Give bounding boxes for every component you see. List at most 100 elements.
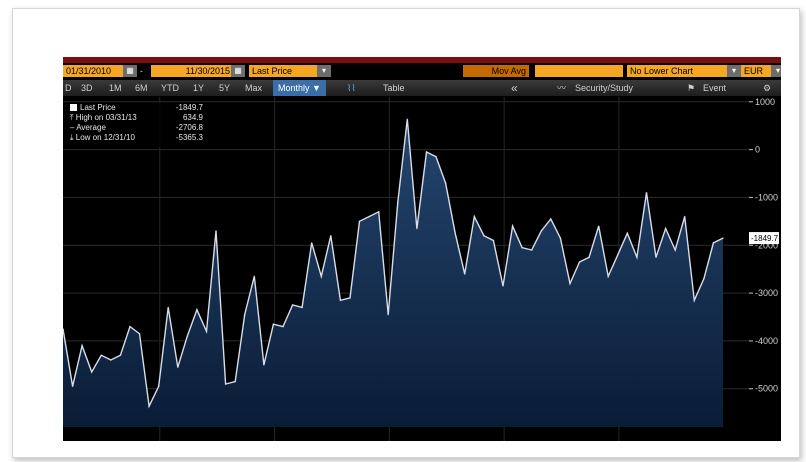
- dropdown-icon[interactable]: ▾: [727, 65, 741, 77]
- legend-value: -5365.3: [175, 133, 203, 142]
- mov-avg-field-1[interactable]: [535, 65, 585, 77]
- data-point: [559, 237, 562, 239]
- data-point: [435, 155, 437, 158]
- currency-select[interactable]: EUR: [741, 65, 773, 77]
- data-point: [110, 359, 112, 361]
- data-point: [712, 242, 715, 244]
- data-point: [683, 215, 686, 218]
- legend-box: Last Price -1849.7 ⤒ High on 03/31/13 63…: [67, 103, 207, 147]
- data-point: [530, 249, 533, 251]
- y-tick-label: -5000: [755, 384, 778, 394]
- data-point: [540, 230, 543, 232]
- legend-swatch: [70, 104, 77, 111]
- data-point: [157, 385, 160, 388]
- data-point: [521, 246, 523, 249]
- lower-chart-select[interactable]: No Lower Chart: [627, 65, 729, 77]
- data-point: [272, 323, 275, 325]
- data-point: [186, 335, 189, 337]
- data-point: [492, 239, 495, 242]
- data-point: [483, 234, 485, 237]
- data-point: [349, 297, 351, 299]
- data-point: [636, 256, 638, 259]
- data-point: [473, 215, 476, 218]
- data-point: [511, 225, 514, 227]
- field-select[interactable]: Last Price: [249, 65, 319, 77]
- data-point: [645, 191, 648, 194]
- data-point: [607, 275, 610, 278]
- data-point: [176, 366, 179, 369]
- data-point: [148, 405, 150, 408]
- event-button[interactable]: Event: [703, 83, 727, 93]
- data-point: [626, 232, 629, 235]
- data-point: [368, 215, 370, 218]
- legend-row-last-price: Last Price -1849.7: [67, 103, 207, 113]
- dropdown-icon[interactable]: ▾: [771, 65, 781, 77]
- period-button[interactable]: D: [65, 83, 72, 93]
- legend-row-average: – Average -2706.8: [67, 123, 207, 133]
- data-point: [454, 232, 456, 235]
- y-tick-label: -4000: [755, 336, 778, 346]
- period-button[interactable]: YTD: [161, 83, 179, 93]
- y-tick-label: -1000: [755, 192, 778, 202]
- chart-frame: 01/31/2010 ▦ - 11/30/2015 ▦ Last Price ▾…: [12, 8, 800, 458]
- table-button[interactable]: Table: [383, 83, 405, 93]
- price-area: [63, 119, 723, 427]
- period-button[interactable]: 1Y: [193, 83, 205, 93]
- data-point: [196, 309, 198, 311]
- data-point: [425, 151, 428, 153]
- legend-value: -1849.7: [175, 103, 203, 112]
- period-button[interactable]: 3D: [81, 83, 93, 93]
- data-point: [310, 242, 313, 244]
- period-button[interactable]: Max: [245, 83, 263, 93]
- y-tick-label: 1000: [755, 97, 775, 107]
- legend-label: Average: [76, 123, 106, 132]
- data-point: [655, 256, 657, 259]
- start-date-field[interactable]: 01/31/2010: [63, 65, 125, 77]
- calendar-icon[interactable]: ▦: [123, 65, 137, 77]
- data-point: [569, 282, 571, 285]
- data-point: [674, 249, 676, 251]
- data-point: [693, 299, 696, 302]
- mov-avg-select[interactable]: Mov Avg: [463, 65, 529, 77]
- calendar-icon[interactable]: ▦: [231, 65, 245, 77]
- legend-value: -2706.8: [175, 123, 203, 132]
- data-point: [224, 383, 227, 385]
- frequency-select[interactable]: Monthly ▼: [273, 80, 326, 96]
- data-point: [320, 275, 323, 278]
- mov-avg-field-2[interactable]: [585, 65, 623, 77]
- line-chart-icon[interactable]: ⌇⌇: [347, 83, 356, 93]
- dropdown-icon[interactable]: ▾: [317, 65, 331, 77]
- y-tick-label: -2000: [755, 240, 778, 250]
- data-point: [377, 210, 380, 213]
- data-point: [282, 325, 284, 328]
- data-point: [129, 325, 131, 328]
- data-point: [502, 285, 504, 287]
- legend-value: 634.9: [182, 113, 203, 122]
- bloomberg-chart-panel: 01/31/2010 ▦ - 11/30/2015 ▦ Last Price ▾…: [63, 57, 781, 441]
- dash-icon: –: [70, 123, 77, 132]
- data-point: [597, 225, 600, 227]
- data-point: [215, 230, 217, 232]
- end-date-field[interactable]: 11/30/2015: [151, 65, 233, 77]
- period-button[interactable]: 6M: [135, 83, 148, 93]
- y-tick-label: -3000: [755, 288, 778, 298]
- data-point: [387, 313, 390, 316]
- title-bar: [63, 57, 781, 63]
- data-point: [664, 227, 667, 230]
- data-point: [330, 234, 332, 237]
- date-range-toolbar: 01/31/2010 ▦ - 11/30/2015 ▦ Last Price ▾…: [63, 64, 781, 78]
- data-point: [358, 220, 361, 223]
- security-study-button[interactable]: Security/Study: [575, 83, 634, 93]
- data-point: [416, 227, 418, 230]
- period-button[interactable]: 1M: [109, 83, 122, 93]
- data-point: [578, 261, 581, 263]
- flag-icon[interactable]: ⚑: [687, 83, 696, 93]
- back-button[interactable]: «: [511, 81, 518, 95]
- study-icon[interactable]: 〰: [557, 83, 567, 93]
- data-point: [301, 306, 303, 309]
- period-button[interactable]: 5Y: [219, 83, 231, 93]
- data-point: [444, 182, 447, 184]
- gear-icon[interactable]: ⚙: [763, 83, 772, 93]
- data-point: [722, 237, 724, 239]
- data-point: [138, 332, 141, 335]
